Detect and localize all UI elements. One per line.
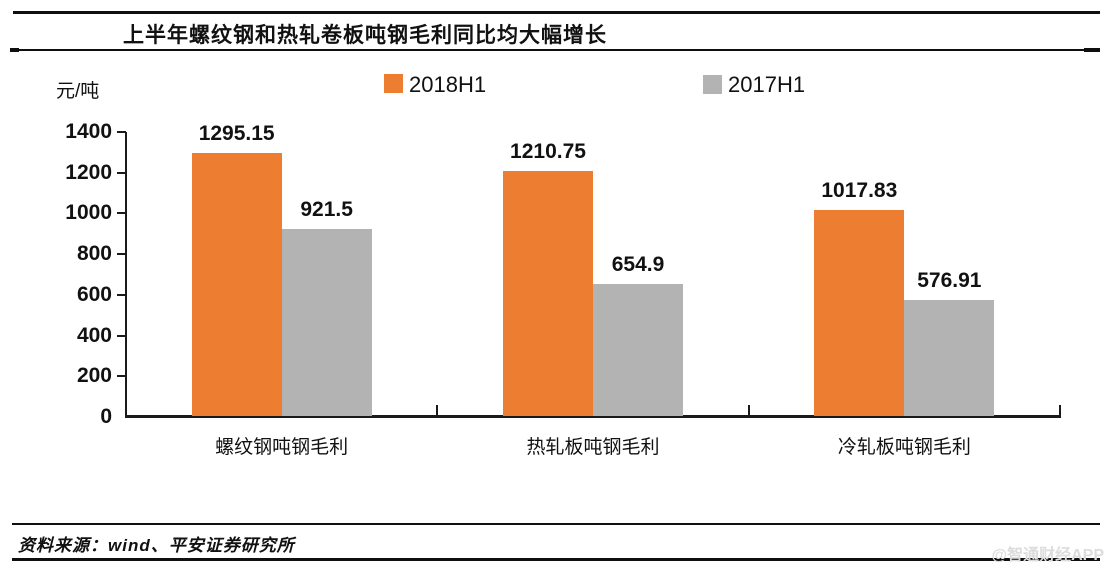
y-axis-tick — [117, 212, 126, 215]
y-axis-tick — [117, 253, 126, 256]
y-axis-tick-label: 400 — [76, 323, 112, 347]
y-axis-tick-label: 1400 — [65, 120, 112, 143]
y-axis-tick — [117, 293, 126, 296]
y-axis-tick — [117, 131, 126, 133]
legend-label-2017h1: 2017H1 — [728, 72, 806, 97]
top-divider — [13, 11, 1100, 14]
watermark-text: @智通财经APP — [991, 547, 1104, 564]
x-axis-line — [125, 415, 1061, 418]
y-axis-unit-label: 元/吨 — [56, 81, 100, 102]
y-axis-tick — [117, 375, 126, 378]
value-label-2018H1-3: 1017.83 — [821, 178, 898, 202]
value-label-2018H1-1: 1295.15 — [198, 122, 275, 146]
legend-swatch-2018h1 — [384, 74, 403, 93]
x-axis-tick — [436, 405, 439, 416]
y-axis-line — [125, 132, 127, 418]
y-axis-tick-label: 600 — [76, 282, 112, 306]
legend-label-2018h1: 2018H1 — [409, 72, 487, 97]
chart-title: 上半年螺纹钢和热轧卷板吨钢毛利同比均大幅增长 — [123, 24, 607, 47]
bar-2017H1-1 — [281, 229, 372, 416]
bar-2018H1-3 — [814, 209, 905, 416]
legend-swatch-2017h1 — [703, 75, 722, 94]
value-label-2017H1-1: 921.5 — [300, 198, 353, 222]
x-axis-tick — [1059, 405, 1061, 416]
title-divider-cap-right — [1084, 48, 1100, 52]
y-axis-tick-label: 200 — [76, 364, 112, 388]
title-divider — [10, 49, 1100, 51]
bar-2018H1-2 — [503, 170, 593, 416]
footer-top-divider — [12, 523, 1100, 525]
value-label-2017H1-2: 654.9 — [611, 252, 665, 276]
bar-2017H1-3 — [904, 299, 995, 416]
category-label-1: 螺纹钢吨钢毛利 — [215, 437, 349, 458]
y-axis-tick-label: 0 — [100, 405, 112, 428]
bar-2018H1-1 — [191, 153, 282, 416]
value-label-2018H1-2: 1210.75 — [510, 139, 586, 163]
category-label-3: 冷轧板吨钢毛利 — [837, 437, 971, 458]
footer-bottom-divider — [12, 558, 1100, 561]
y-axis-tick — [117, 334, 126, 337]
y-axis-tick-label: 1000 — [65, 201, 112, 225]
y-axis-tick — [117, 171, 126, 174]
value-label-2017H1-3: 576.91 — [917, 268, 982, 292]
bar-2017H1-2 — [593, 283, 683, 416]
x-axis-tick — [747, 405, 750, 416]
y-axis-tick-label: 800 — [76, 242, 112, 266]
title-divider-cap-left — [10, 48, 19, 52]
category-label-2: 热轧板吨钢毛利 — [526, 437, 660, 458]
source-text: 资料来源：wind、平安证券研究所 — [18, 536, 295, 555]
y-axis-tick-label: 1200 — [65, 160, 112, 184]
